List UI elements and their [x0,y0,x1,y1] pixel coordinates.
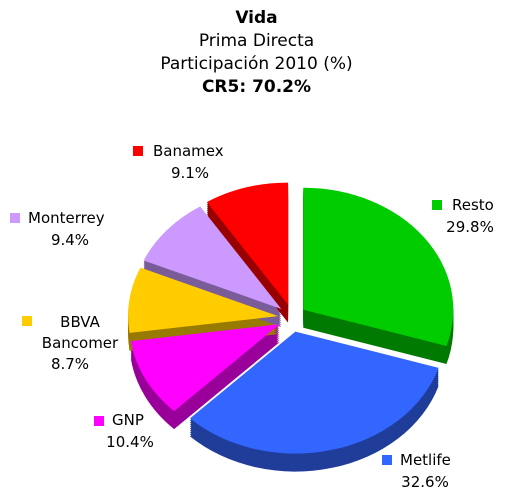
legend-swatch [432,200,442,210]
legend-label: Metlife [400,451,451,469]
slice [189,331,439,454]
legend-swatch [10,213,20,223]
value-label: 10.4% [106,433,154,451]
legend-label: BBVA Bancomer [41,313,119,352]
slice [143,206,282,309]
value-label: 9.1% [170,164,210,182]
legend-swatch [133,146,143,156]
annotation: CR5: 70.2% [201,77,312,97]
slice [303,187,454,346]
chart-subtitle: Prima Directa [198,31,315,51]
value-label: 32.6% [401,473,449,488]
value-label: 8.7% [50,355,90,373]
legend-label: Resto [452,196,494,214]
chart-title: Vida [235,8,278,28]
legend-label: Banamex [153,142,224,160]
legend-swatch [22,316,32,326]
slice [206,182,289,305]
value-label: 9.4% [50,231,90,249]
legend-label: GNP [112,411,144,429]
legend-swatch [94,416,104,426]
chart-subtitle: Participación 2010 (%) [160,54,353,74]
legend-swatch [382,455,392,465]
slice [128,267,279,333]
legend-label: Monterrey [28,209,105,227]
slice [130,324,280,412]
value-label: 29.8% [446,218,494,236]
